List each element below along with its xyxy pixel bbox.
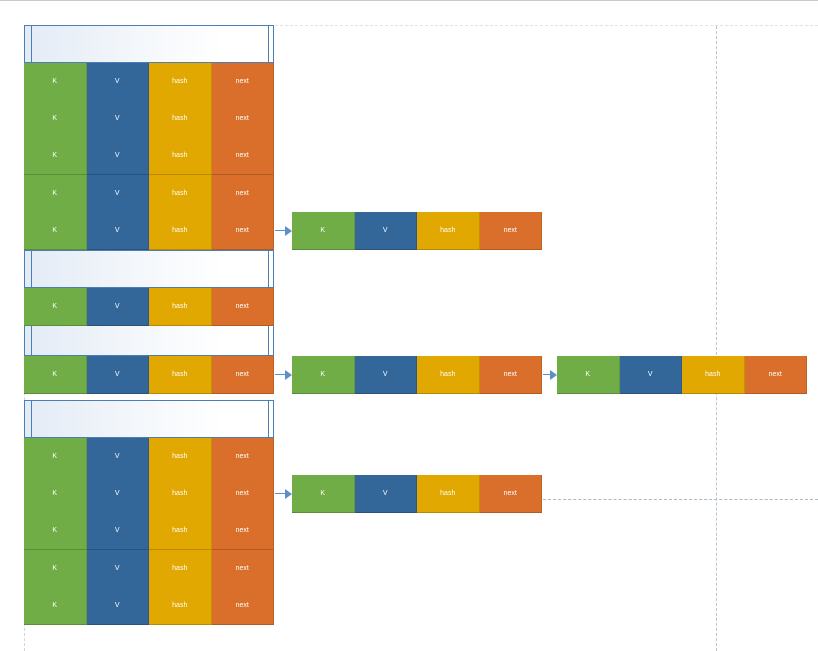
group-header-band [24,325,274,356]
value-cell: V [86,137,149,175]
key-cell: K [292,475,355,513]
bucket-entry: K V hash next [24,512,274,550]
next-cell: next [211,356,274,394]
value-cell: V [354,356,417,394]
key-cell: K [24,63,87,101]
next-cell: next [211,63,274,101]
key-cell: K [557,356,620,394]
value-cell: V [354,475,417,513]
hash-cell: hash [682,356,745,394]
bucket-entry: K V hash next [24,550,274,588]
hash-cell: hash [149,475,212,513]
hash-cell: hash [149,63,212,101]
hash-cell: hash [149,438,212,476]
value-cell: V [86,587,149,625]
chain-node: K V hash next [292,212,542,250]
next-cell: next [211,137,274,175]
hash-cell: hash [417,212,480,250]
key-cell: K [24,288,87,326]
key-cell: K [24,212,87,250]
key-cell: K [24,587,87,625]
value-cell: V [86,175,149,213]
value-cell: V [86,356,149,394]
key-cell: K [24,100,87,138]
value-cell: V [86,512,149,550]
value-cell: V [619,356,682,394]
key-cell: K [292,212,355,250]
key-cell: K [24,550,87,588]
next-cell: next [479,475,542,513]
next-cell: next [211,438,274,476]
value-cell: V [86,438,149,476]
next-cell: next [211,175,274,213]
next-pointer-arrow [543,370,557,380]
guide-line-horizontal [543,499,818,500]
hash-cell: hash [149,212,212,250]
key-cell: K [24,512,87,550]
next-pointer-arrow [275,226,292,236]
key-cell: K [24,137,87,175]
bucket-entry: K V hash next [24,288,274,326]
next-pointer-arrow [275,489,292,499]
bucket-entry: K V hash next [24,63,274,101]
hash-cell: hash [417,356,480,394]
group-header-band [24,400,274,438]
next-cell: next [211,550,274,588]
hash-cell: hash [149,137,212,175]
value-cell: V [86,212,149,250]
hash-cell: hash [417,475,480,513]
group-header-band [24,25,274,63]
value-cell: V [354,212,417,250]
next-cell: next [211,288,274,326]
value-cell: V [86,475,149,513]
key-cell: K [24,356,87,394]
chain-node: K V hash next [292,475,542,513]
bucket-entry: K V hash next [24,587,274,625]
value-cell: V [86,550,149,588]
bucket-entry: K V hash next [24,175,274,213]
key-cell: K [24,175,87,213]
chain-node: K V hash next [557,356,807,394]
bucket-entry: K V hash next [24,212,274,250]
guide-line-vertical [716,26,717,651]
hash-cell: hash [149,587,212,625]
next-pointer-arrow [275,370,292,380]
bucket-entry: K V hash next [24,438,274,476]
value-cell: V [86,100,149,138]
next-cell: next [744,356,807,394]
hash-cell: hash [149,288,212,326]
bucket-entry: K V hash next [24,356,274,394]
bucket-entry: K V hash next [24,137,274,175]
next-cell: next [211,100,274,138]
next-cell: next [479,356,542,394]
top-border-line [0,0,818,1]
hash-cell: hash [149,512,212,550]
next-cell: next [211,587,274,625]
next-cell: next [211,475,274,513]
group-header-band [24,250,274,288]
key-cell: K [24,438,87,476]
bucket-entry: K V hash next [24,100,274,138]
hash-cell: hash [149,356,212,394]
bucket-entry: K V hash next [24,475,274,513]
value-cell: V [86,288,149,326]
hash-cell: hash [149,550,212,588]
chain-node: K V hash next [292,356,542,394]
hash-cell: hash [149,100,212,138]
guide-line-top [275,25,818,26]
hash-cell: hash [149,175,212,213]
next-cell: next [211,212,274,250]
next-cell: next [479,212,542,250]
key-cell: K [24,475,87,513]
value-cell: V [86,63,149,101]
key-cell: K [292,356,355,394]
next-cell: next [211,512,274,550]
